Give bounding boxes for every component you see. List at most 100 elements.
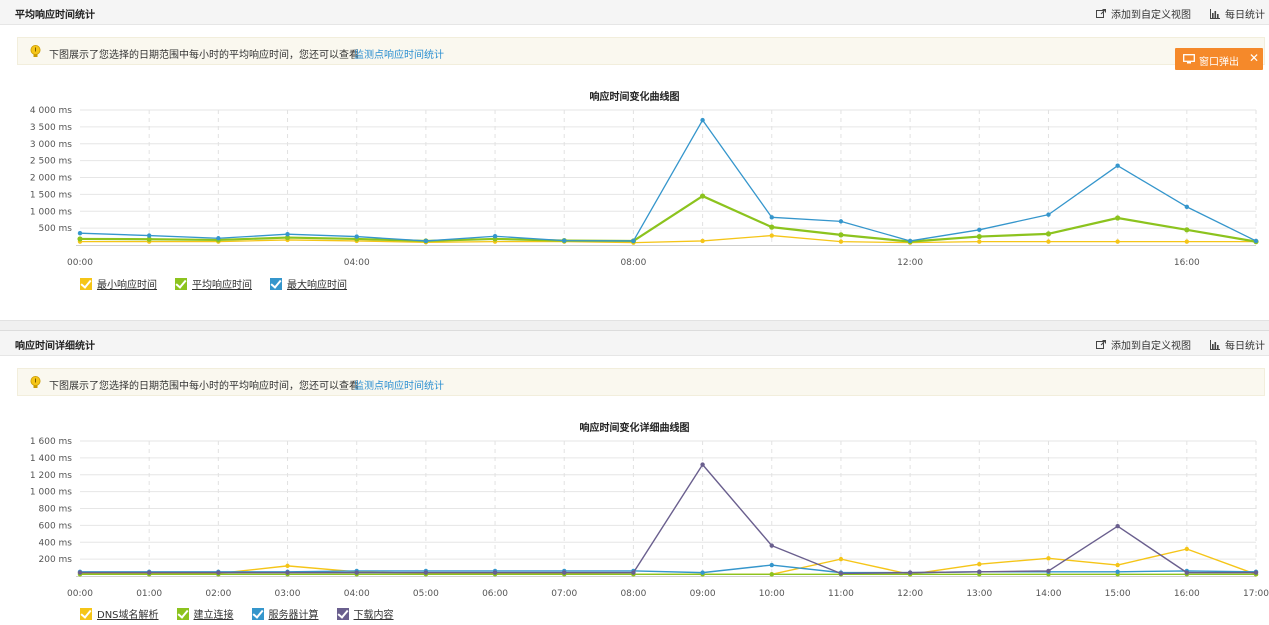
monitor-point-link[interactable]: 监测点响应时间统计 [354,381,444,392]
data-point[interactable] [977,239,982,244]
data-point[interactable] [216,236,221,241]
data-point[interactable] [838,571,844,576]
data-point[interactable] [976,233,982,240]
x-tick-label: 07:00 [551,589,577,599]
data-point[interactable] [562,570,567,575]
checkbox-icon[interactable] [175,278,187,290]
data-point[interactable] [77,570,83,575]
data-point[interactable] [492,234,498,239]
data-point[interactable] [907,570,913,575]
legend-item-avg[interactable]: 平均响应时间 [175,276,252,291]
y-tick-label: 800 ms [39,505,73,515]
data-point[interactable] [1046,239,1051,244]
daily-stats-button[interactable]: 每日统计 [1210,6,1265,22]
checkbox-icon[interactable] [270,278,282,290]
data-point[interactable] [1184,546,1190,552]
detailed-response-chart: 200 ms 400 ms 600 ms 800 ms 1 000 ms 1 200 ms… [30,437,1269,599]
data-point[interactable] [77,230,83,236]
data-point[interactable] [1115,215,1121,221]
legend-item-server[interactable]: 服务器计算 [251,606,319,621]
data-point[interactable] [285,232,290,237]
legend-item-connect[interactable]: 建立连接 [176,606,234,621]
legend-item-max[interactable]: 最大响应时间 [270,276,347,291]
data-point[interactable] [423,570,429,575]
data-point[interactable] [769,233,774,238]
data-point[interactable] [284,234,291,241]
data-point[interactable] [700,117,705,123]
data-point[interactable] [492,570,498,575]
data-point[interactable] [1046,212,1051,217]
data-point[interactable] [700,238,705,244]
data-point[interactable] [216,570,221,575]
checkbox-icon[interactable] [176,608,189,620]
series-line [79,119,1257,242]
legend-item-dns[interactable]: DNS域名解析 [80,606,159,621]
data-point[interactable] [700,570,705,575]
data-point[interactable] [1115,569,1120,574]
data-point[interactable] [1184,570,1190,575]
data-point[interactable] [769,224,775,230]
data-point[interactable] [769,543,774,548]
data-point[interactable] [838,239,844,244]
checkbox-icon[interactable] [251,608,264,620]
add-to-custom-view-label: 添加到自定义视图 [1111,341,1191,352]
close-icon[interactable]: ✕ [1249,51,1260,65]
popout-window-button[interactable]: 窗口弹出 ✕ [1175,48,1263,70]
x-tick-label: 14:00 [1036,589,1062,599]
tip-text: 下图展示了您选择的日期范围中每小时的平均响应时间，您还可以查看 [49,50,359,61]
data-point[interactable] [838,232,844,238]
series-max [77,117,1259,244]
x-tick-label: 13:00 [966,589,992,599]
data-point[interactable] [1115,163,1120,168]
data-point[interactable] [77,236,83,242]
data-point[interactable] [354,234,359,239]
series-line [80,234,1256,244]
data-point[interactable] [769,562,774,568]
data-point[interactable] [769,215,774,220]
data-point[interactable] [285,563,290,569]
checkbox-icon[interactable] [80,608,92,620]
daily-stats-button[interactable]: 每日统计 [1210,337,1265,353]
data-point[interactable] [631,238,636,244]
data-point[interactable] [1253,238,1259,244]
data-point[interactable] [977,569,982,574]
data-point[interactable] [838,219,844,224]
data-point[interactable] [1253,570,1259,575]
data-point[interactable] [146,236,152,242]
checkbox-icon[interactable] [336,608,349,620]
data-point[interactable] [1184,239,1190,244]
y-tick-label: 500 ms [39,224,73,234]
data-point[interactable] [631,570,636,575]
x-tick-label: 00:00 [67,258,93,268]
bulb-icon [30,376,41,392]
add-to-custom-view-button[interactable]: 添加到自定义视图 [1096,6,1191,22]
data-point[interactable] [1184,227,1190,233]
add-to-custom-view-button[interactable]: 添加到自定义视图 [1096,337,1191,353]
legend-item-download[interactable]: 下载内容 [336,606,394,621]
data-point[interactable] [1115,562,1120,568]
data-point[interactable] [1046,568,1051,574]
data-point[interactable] [1046,556,1051,561]
data-point[interactable] [146,233,152,238]
data-point[interactable] [699,193,706,199]
data-point[interactable] [1115,524,1120,529]
y-tick-label: 400 ms [39,538,73,548]
monitor-point-link[interactable]: 监测点响应时间统计 [354,50,444,61]
data-point[interactable] [769,572,774,577]
data-point[interactable] [1115,239,1120,244]
data-point[interactable] [977,227,982,233]
data-point[interactable] [838,556,844,562]
data-point[interactable] [700,462,705,467]
data-point[interactable] [977,561,982,567]
data-point[interactable] [907,238,913,244]
checkbox-icon[interactable] [80,278,92,290]
data-point[interactable] [423,238,429,244]
data-point[interactable] [1184,204,1190,210]
legend-label: 最小响应时间 [97,280,157,291]
data-point[interactable] [146,570,152,575]
data-point[interactable] [285,570,290,575]
legend-item-min[interactable]: 最小响应时间 [80,276,157,291]
data-point[interactable] [562,238,567,243]
data-point[interactable] [354,570,359,575]
data-point[interactable] [1045,231,1052,237]
